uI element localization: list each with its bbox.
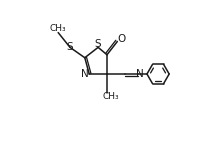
Text: CH₃: CH₃ [102, 92, 119, 101]
Text: N: N [136, 69, 144, 79]
Text: CH₃: CH₃ [50, 24, 67, 33]
Text: S: S [95, 39, 101, 49]
Text: N: N [81, 69, 89, 79]
Text: O: O [117, 34, 125, 44]
Text: S: S [67, 42, 73, 52]
